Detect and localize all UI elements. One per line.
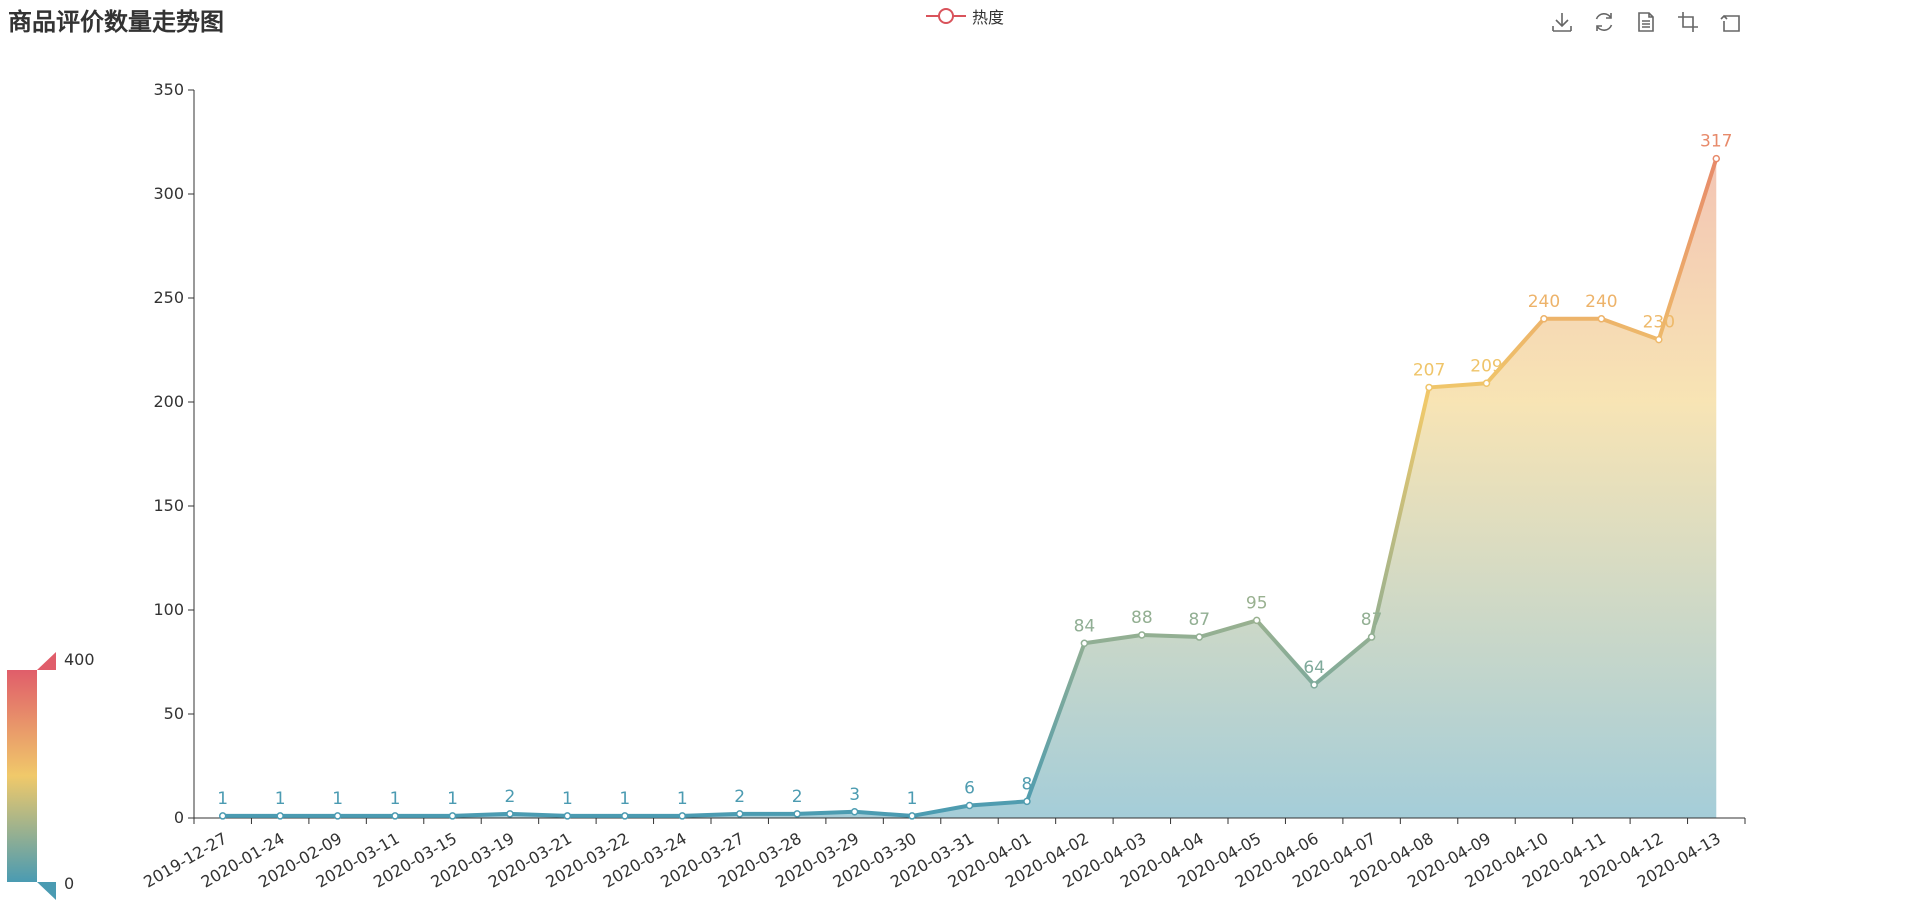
data-label: 317	[1700, 132, 1732, 152]
data-label: 1	[217, 789, 228, 809]
chart-title: 商品评价数量走势图	[8, 8, 224, 36]
data-point	[850, 808, 859, 816]
data-label: 84	[1074, 616, 1096, 636]
data-label: 8	[1022, 774, 1033, 794]
data-label: 1	[390, 789, 401, 809]
data-label: 87	[1188, 610, 1210, 630]
data-point	[218, 812, 227, 820]
data-point	[1080, 639, 1089, 648]
y-tick-label: 250	[153, 288, 184, 307]
visual-map-max-label: 400	[64, 650, 95, 669]
data-label: 1	[562, 789, 573, 809]
data-label: 2	[505, 787, 516, 807]
data-label: 95	[1246, 593, 1268, 613]
data-label: 230	[1643, 313, 1675, 333]
toolbox	[1548, 8, 1744, 36]
data-view-icon[interactable]	[1632, 8, 1660, 36]
data-label: 6	[964, 779, 975, 799]
series-area	[222, 158, 1717, 818]
data-point	[735, 810, 744, 818]
data-point	[1023, 797, 1031, 806]
data-point	[1597, 315, 1606, 323]
data-point	[1367, 633, 1376, 641]
data-label: 87	[1361, 610, 1383, 630]
restore-icon[interactable]	[1716, 8, 1744, 36]
data-point	[1482, 379, 1491, 388]
visual-map-max-handle[interactable]	[37, 652, 56, 670]
data-label: 2	[792, 787, 803, 807]
data-point	[1310, 681, 1318, 689]
data-label: 88	[1131, 608, 1153, 628]
data-point	[1712, 154, 1721, 163]
data-label: 64	[1303, 658, 1325, 678]
data-label: 1	[447, 789, 458, 809]
legend-marker-icon	[926, 8, 966, 24]
data-label: 240	[1585, 292, 1617, 312]
refresh-icon[interactable]	[1590, 8, 1618, 36]
data-point	[1540, 315, 1548, 323]
visual-map-min-label: 0	[64, 874, 75, 893]
data-point	[965, 801, 974, 810]
data-label: 1	[619, 789, 630, 809]
data-label: 209	[1470, 356, 1502, 376]
visual-map-gradient	[7, 670, 37, 882]
download-icon[interactable]	[1548, 8, 1576, 36]
legend-label: 热度	[972, 8, 1005, 27]
legend[interactable]: 热度	[926, 4, 1004, 28]
y-tick-label: 150	[153, 496, 184, 515]
visual-map-bar	[7, 652, 56, 900]
data-label: 2	[734, 787, 745, 807]
data-point	[506, 810, 514, 818]
data-point	[621, 812, 629, 820]
y-tick-label: 50	[164, 704, 184, 723]
data-label: 3	[849, 785, 860, 805]
y-tick-label: 350	[153, 80, 184, 99]
data-point	[1252, 616, 1261, 625]
y-tick-label: 100	[153, 600, 184, 619]
visual-map[interactable]: 400 0	[0, 640, 120, 900]
data-label: 1	[907, 789, 918, 809]
data-point	[391, 812, 399, 820]
data-point	[1138, 631, 1146, 639]
data-point	[333, 812, 342, 820]
data-point	[563, 812, 572, 820]
data-point	[908, 812, 916, 820]
y-tick-label: 0	[174, 808, 184, 827]
data-point	[1425, 383, 1433, 392]
data-label: 1	[275, 789, 286, 809]
data-point	[276, 812, 284, 820]
zoom-icon[interactable]	[1674, 8, 1702, 36]
data-point	[1195, 633, 1204, 641]
y-tick-label: 300	[153, 184, 184, 203]
data-point	[793, 810, 801, 818]
data-point	[448, 812, 457, 820]
data-label: 207	[1413, 360, 1445, 380]
data-label: 1	[677, 789, 688, 809]
visual-map-min-handle[interactable]	[37, 882, 56, 900]
data-label: 240	[1528, 292, 1560, 312]
data-point	[1655, 335, 1663, 344]
data-point	[678, 812, 687, 820]
y-tick-label: 200	[153, 392, 184, 411]
data-label: 1	[332, 789, 343, 809]
